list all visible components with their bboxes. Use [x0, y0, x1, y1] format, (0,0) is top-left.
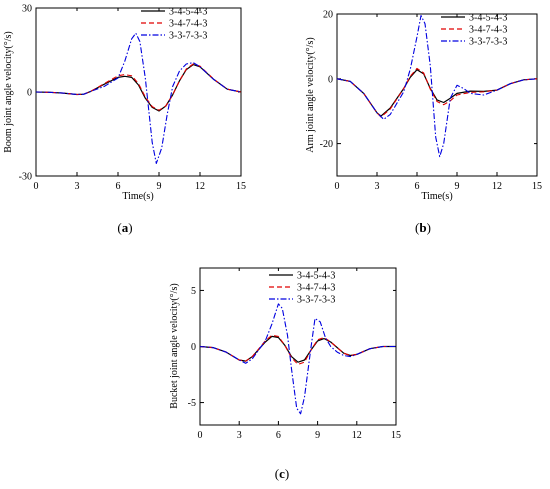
x-tick-label: 6: [276, 430, 281, 441]
x-tick-label: 6: [116, 181, 121, 192]
x-tick-label: 9: [455, 181, 460, 192]
series-line-3-4-7-4-3: [200, 334, 396, 365]
chart-panel-3: 0 3 6 9 12 15 -5 0 5 Bucket joint angle velocity(…: [169, 267, 401, 481]
x-tick-label: 9: [315, 430, 320, 441]
y-tick-label: -30: [19, 172, 32, 183]
y-tick-label: 0: [328, 74, 333, 85]
y-tick-label: 30: [22, 4, 32, 15]
legend-label: 3-4-7-4-3: [169, 19, 207, 30]
x-tick-label: 15: [532, 181, 542, 192]
series-line-3-3-7-3-3: [200, 303, 396, 415]
legend: 3-4-5-4-33-4-7-4-33-3-7-3-3: [141, 7, 207, 42]
series-line-3-4-5-4-3: [200, 335, 396, 363]
x-tick-label: 12: [352, 430, 362, 441]
y-axis-label: Arm joint angle velocity(°/s): [305, 37, 316, 152]
plot-frame: [35, 7, 242, 177]
x-tick-label: 0: [34, 181, 39, 192]
y-tick-label: 20: [323, 10, 333, 21]
y-tick-label: 0: [27, 88, 32, 99]
y-axis-label: Bucket joint angle velocity(°/s): [169, 283, 180, 408]
panel-label: (a): [117, 220, 132, 235]
legend-label: 3-4-7-4-3: [469, 25, 507, 36]
series-line-3-4-5-4-3: [337, 69, 537, 117]
legend-label: 3-4-7-4-3: [297, 283, 335, 294]
y-tick-label: -20: [320, 139, 333, 150]
series-line-3-4-7-4-3: [337, 67, 537, 118]
x-tick-label: 3: [237, 430, 242, 441]
legend-label: 3-3-7-3-3: [297, 295, 335, 306]
legend-label: 3-4-5-4-3: [297, 271, 335, 282]
x-tick-label: 6: [415, 181, 420, 192]
x-axis-label: Time(s): [421, 191, 452, 202]
series-line-3-4-5-4-3: [36, 63, 241, 112]
series-line-3-3-7-3-3: [337, 15, 537, 158]
x-tick-label: 12: [492, 181, 502, 192]
legend-label: 3-3-7-3-3: [469, 37, 507, 48]
series-line-3-4-7-4-3: [36, 63, 241, 111]
x-axis-label: Time(s): [122, 191, 153, 202]
y-tick-label: 0: [191, 342, 196, 353]
y-axis-label: Boom joint angle velocity(°/s): [3, 31, 14, 152]
panel-label: (c): [275, 466, 289, 481]
chart-panel-2: 0 3 6 9 12 15 -20 0 20 Time(s) Arm joint angle vel…: [305, 10, 542, 236]
legend-label: 3-3-7-3-3: [169, 31, 207, 42]
legend-label: 3-4-5-4-3: [169, 7, 207, 18]
y-tick-label: 5: [191, 286, 196, 297]
x-tick-label: 15: [236, 181, 246, 192]
x-tick-label: 9: [157, 181, 162, 192]
series-line-3-3-7-3-3: [36, 32, 241, 164]
legend: 3-4-5-4-33-4-7-4-33-3-7-3-3: [269, 271, 335, 306]
x-tick-label: 0: [198, 430, 203, 441]
x-tick-label: 0: [335, 181, 340, 192]
x-tick-label: 3: [375, 181, 380, 192]
panel-label: (b): [415, 220, 431, 235]
x-tick-label: 3: [75, 181, 80, 192]
legend: 3-4-5-4-33-4-7-4-33-3-7-3-3: [441, 13, 507, 48]
x-tick-label: 15: [391, 430, 401, 441]
x-tick-label: 12: [195, 181, 205, 192]
y-tick-label: -5: [188, 398, 196, 409]
plot-frame: [336, 13, 538, 177]
legend-label: 3-4-5-4-3: [469, 13, 507, 24]
